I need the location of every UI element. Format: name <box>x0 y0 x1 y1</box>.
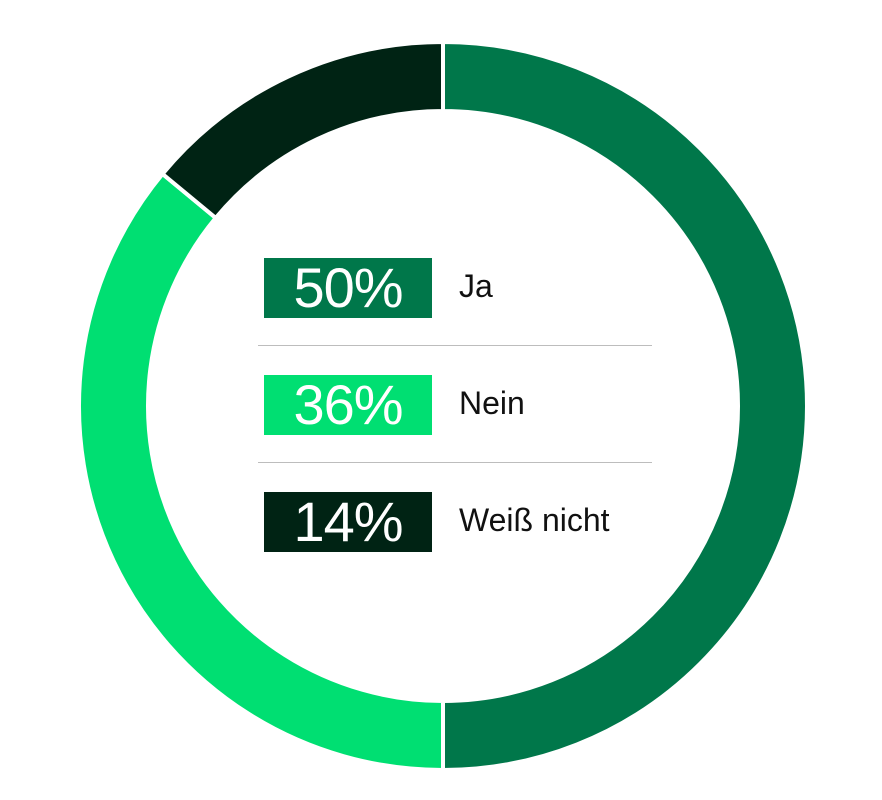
legend-item-nein: 36% Nein <box>258 373 652 490</box>
divider <box>258 345 652 346</box>
legend: 50% Ja 36% Nein 14% Weiß nicht <box>258 256 652 607</box>
pie-slice-weiss-nicht <box>159 39 445 221</box>
legend-item-ja: 50% Ja <box>258 256 652 373</box>
divider <box>258 462 652 463</box>
legend-label: Ja <box>459 268 493 304</box>
legend-item-weiss-nicht: 14% Weiß nicht <box>258 490 652 607</box>
pie-slice-ja <box>441 39 809 773</box>
percentage-badge: 36% <box>264 375 432 435</box>
legend-label: Weiß nicht <box>459 502 610 538</box>
legend-label: Nein <box>459 385 525 421</box>
percentage-badge: 50% <box>264 258 432 318</box>
pie-slice-nein <box>77 171 445 773</box>
percentage-badge: 14% <box>264 492 432 552</box>
